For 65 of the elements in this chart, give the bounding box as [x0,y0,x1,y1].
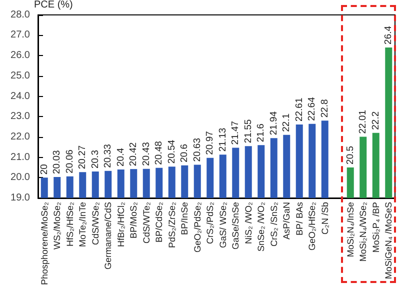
x-tick-label: MoSi₂P₄ /BP [370,202,381,253]
data-label: 20.43 [140,142,152,166]
data-label: 20.54 [166,140,178,164]
y-tick-label: 26.0 [10,50,30,62]
data-label: 20.06 [64,150,76,174]
x-tick-label: CrS₂/PdS₂ [205,201,216,244]
x-tick-label: MoSi₂N₄/InSe [345,202,356,258]
x-tick-label: PdS₂/ZrSe₂ [166,201,177,248]
x-tick-label: HfS₂/HfSe₂ [64,201,75,246]
x-tick-label: NiS₂ /WO₂ [243,201,254,244]
x-tick-label: Phosphorene/MoSe₂ [39,201,50,286]
data-label: 20.5 [344,146,356,164]
data-label: 20.48 [154,141,165,165]
y-tick-label: 20.0 [10,172,30,184]
data-label: 20.63 [192,138,203,162]
x-tick-label: WS₂/MoSe₂ [52,201,62,250]
y-axis-title: PCE (%) [34,0,73,10]
x-tick-label: BP/MoS₂ [128,201,139,238]
y-tick-label: 23.0 [10,111,30,122]
data-label: 20.97 [204,131,216,155]
y-tick-label: 27.0 [10,30,30,41]
data-label: 21.55 [242,119,254,144]
data-label: 20.3 [90,150,101,169]
y-tick-label: 21.0 [10,152,30,163]
data-label: 22.64 [306,97,318,121]
x-tick-label: GaSe/SnSe [230,202,241,250]
x-tick-label: BP/InSe [180,202,190,235]
x-tick-label: SnSe₂ /WO₂ [256,201,266,252]
data-label: 20.6 [179,144,190,162]
y-tick-label: 25.0 [10,70,30,82]
data-label: 22.1 [281,113,292,132]
data-label: 20.4 [115,148,126,166]
data-label: 21.6 [256,124,267,142]
x-tick-label: GaS/ WSe₂ [218,201,228,248]
data-label: 20.03 [52,150,63,174]
data-label: 20.33 [102,144,114,168]
y-tick-label: 22.0 [10,131,30,142]
data-label: 20.42 [128,142,140,166]
x-tick-label: GeO₂/PdSe₂ [192,201,202,252]
x-tick-label: MoTe₂/InTe [78,202,88,247]
y-tick-label: 19.0 [10,192,30,204]
x-tick-label: MoSi₂N₄/WSe₂ [358,201,368,262]
data-label: 26.4 [383,26,394,44]
data-label: 22.01 [358,110,369,134]
data-label: 20.27 [77,145,88,170]
data-label: 22.2 [370,111,382,130]
y-tick-label: 24.0 [10,90,30,102]
x-tick-label: CrS₂ /SnS₂ [268,201,279,246]
x-tick-label: CdS/WTe₂ [141,201,152,244]
data-label: 21.94 [268,111,280,136]
x-tick-label: HfBr₂/HfCl₂ [116,201,126,247]
data-label: 22.8 [319,99,330,118]
x-tick-label: AsP/GaN [282,202,292,240]
y-tick-label: 28.0 [10,9,30,20]
x-tick-label: BP/CdSe₂ [154,201,164,242]
x-tick-label: MoSiGeN₄ /MoSeS [384,202,394,280]
x-tick-label: Germanane/CdS [103,202,114,270]
x-tick-label: C₂N /Sb [320,202,330,234]
data-label: 21.13 [217,128,228,152]
data-label: 22.61 [294,98,305,122]
x-tick-label: BP/ BAs [294,201,304,236]
x-tick-label: GeO₂/HfSe₂ [307,201,318,250]
data-label: 20 [38,164,50,175]
x-tick-label: CdS/WSe₂ [90,201,100,245]
data-label: 21.47 [230,120,242,145]
